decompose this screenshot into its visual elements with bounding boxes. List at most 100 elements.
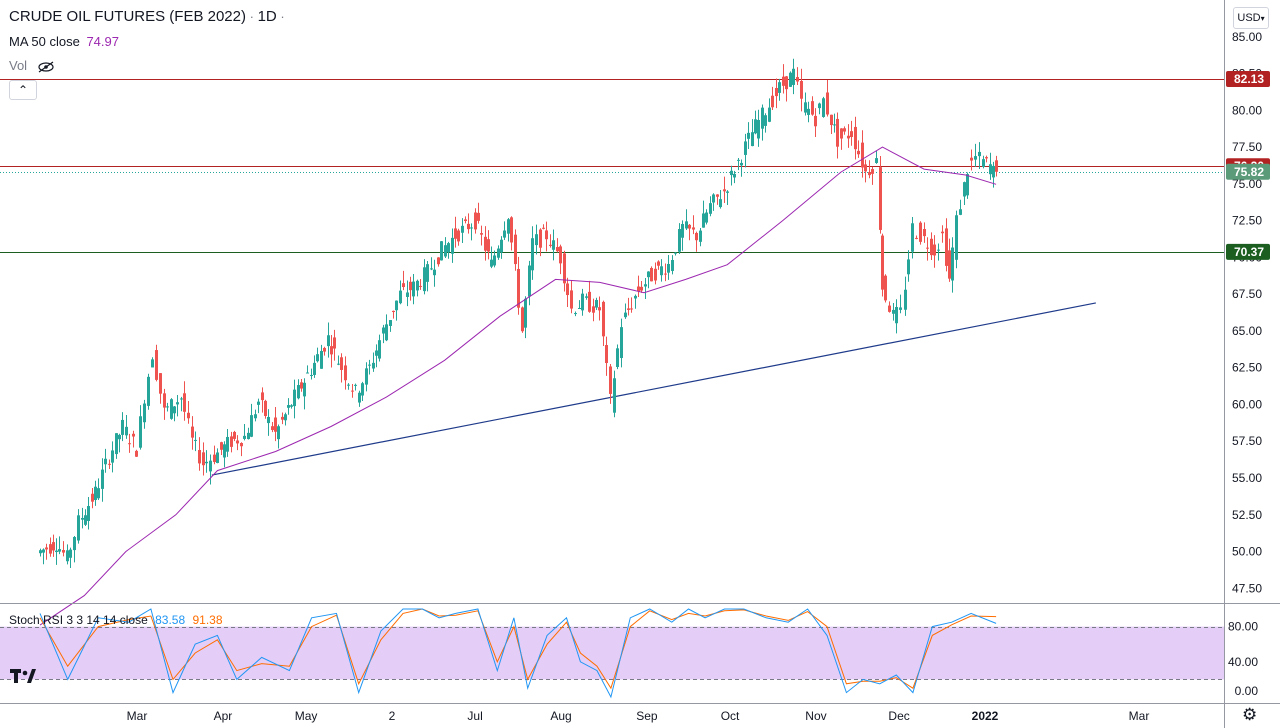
- candle-body: [892, 309, 895, 314]
- candle-body: [709, 203, 712, 214]
- candle-body: [58, 549, 61, 552]
- candle-body: [365, 368, 368, 385]
- candle-body: [681, 223, 684, 238]
- candle-body: [524, 298, 527, 328]
- candle-body: [351, 390, 354, 392]
- candle-body: [382, 327, 385, 334]
- candle-body: [340, 357, 343, 370]
- candle-body: [155, 350, 158, 380]
- candle-body: [747, 132, 750, 139]
- candle-body: [879, 167, 882, 230]
- candle-body: [814, 115, 817, 127]
- candle-body: [778, 82, 781, 93]
- candle-body: [789, 72, 792, 87]
- price-tag-label: 82.13: [1234, 72, 1264, 86]
- ma-label: MA 50 close: [9, 34, 80, 49]
- candle-body: [281, 416, 284, 420]
- stoch-rsi-pane[interactable]: [0, 608, 1224, 699]
- candle-body: [480, 233, 483, 235]
- separator-dot: ·: [280, 9, 285, 24]
- candle-body: [602, 301, 605, 337]
- candle-body: [843, 128, 846, 132]
- x-tick-label: Jul: [467, 709, 482, 723]
- candle-body: [542, 227, 545, 229]
- x-tick-label: 2: [389, 709, 396, 723]
- tradingview-logo[interactable]: [10, 667, 36, 690]
- candle-body: [754, 119, 757, 134]
- candle-body: [654, 268, 657, 281]
- candle-body: [52, 542, 55, 551]
- candle-body: [220, 442, 223, 450]
- price-pane[interactable]: [0, 58, 1224, 626]
- candle-body: [702, 213, 705, 228]
- candle-body: [667, 263, 670, 273]
- candle-body: [517, 268, 520, 308]
- candle-body: [290, 405, 293, 407]
- stoch-legend[interactable]: Stoch RSI 3 3 14 14 close 83.58 91.38: [9, 613, 223, 627]
- candle-body: [982, 159, 985, 167]
- candle-body: [552, 240, 555, 250]
- ma-legend[interactable]: MA 50 close 74.97: [9, 34, 119, 49]
- candle-body: [674, 252, 677, 254]
- candle-body: [970, 157, 973, 161]
- interval-label[interactable]: 1D: [257, 8, 277, 25]
- y-tick-label: 75.00: [1232, 177, 1262, 191]
- x-tick-label: Aug: [550, 709, 571, 723]
- candle-body: [740, 162, 743, 166]
- y-tick-label: 60.00: [1232, 397, 1262, 411]
- currency-selector[interactable]: USD▾: [1233, 7, 1269, 29]
- candle-body: [904, 289, 907, 310]
- candle-body: [688, 224, 691, 229]
- candle-body: [864, 164, 867, 172]
- candle-body: [426, 264, 429, 282]
- candle-body: [358, 392, 361, 403]
- candle-body: [284, 414, 287, 421]
- candle-body: [440, 241, 443, 261]
- candle-body: [719, 199, 722, 208]
- candle-body: [592, 306, 595, 313]
- candle-body: [854, 126, 857, 150]
- x-tick-label: Oct: [721, 709, 740, 723]
- candle-body: [84, 515, 87, 525]
- candle-body: [310, 374, 313, 376]
- candle-body: [699, 230, 702, 242]
- eye-hidden-icon[interactable]: [37, 61, 55, 73]
- candle-body: [170, 399, 173, 419]
- candle-body: [316, 354, 319, 362]
- candle-body: [521, 307, 524, 332]
- candle-body: [447, 243, 450, 253]
- candle-body: [660, 266, 663, 276]
- candle-body: [470, 227, 473, 229]
- candle-body: [737, 159, 740, 161]
- candle-body: [344, 365, 347, 381]
- candle-body: [202, 452, 205, 466]
- candle-body: [559, 246, 562, 264]
- candle-body: [705, 212, 708, 223]
- collapse-legend-button[interactable]: ⌃: [9, 80, 37, 100]
- x-tick-label: Mar: [127, 709, 148, 723]
- candle-body: [685, 221, 688, 229]
- candle-body: [257, 401, 260, 405]
- candle-body: [911, 223, 914, 252]
- candle-body: [695, 232, 698, 241]
- vol-label: Vol: [9, 58, 28, 73]
- vol-legend[interactable]: Vol: [9, 58, 55, 73]
- candle-body: [474, 212, 477, 230]
- candle-body: [723, 189, 726, 192]
- candle-body: [451, 237, 454, 254]
- gear-icon[interactable]: ⚙: [1242, 705, 1258, 724]
- symbol-legend[interactable]: CRUDE OIL FUTURES (FEB 2022) · 1D ·: [9, 8, 285, 25]
- candle-body: [989, 164, 992, 175]
- x-tick-label: Nov: [805, 709, 826, 723]
- candle-body: [933, 244, 936, 256]
- ma-value: 74.97: [86, 34, 119, 49]
- x-tick-label: Apr: [214, 709, 233, 723]
- y-tick-label: 85.00: [1232, 30, 1262, 44]
- tv-logo-icon: [10, 669, 36, 683]
- candle-body: [313, 362, 316, 375]
- candle-body: [205, 461, 208, 464]
- stoch-k-value: 83.58: [155, 613, 186, 627]
- legend-separator: ·: [249, 9, 254, 24]
- candle-body: [531, 238, 534, 271]
